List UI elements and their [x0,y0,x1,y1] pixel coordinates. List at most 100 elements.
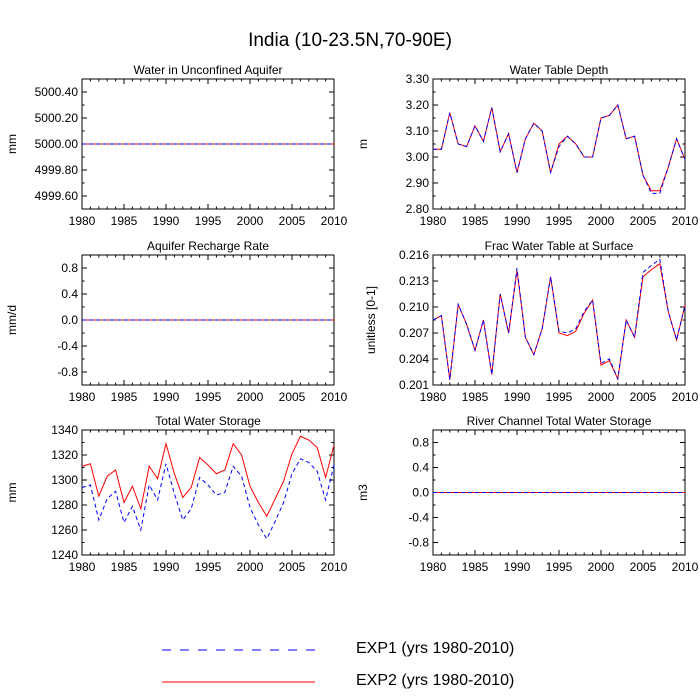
x-tick-label: 1980 [420,560,447,574]
chart-panel-6: River Channel Total Water Storage m3 1980 1… [356,414,699,574]
y-tick-label: 0.0 [412,486,429,500]
y-tick-label: 5000.20 [35,111,79,125]
x-tick-label: 2010 [321,560,348,574]
legend-label-exp2: EXP2 (yrs 1980-2010) [356,672,515,689]
x-tick-label: 2010 [321,390,348,404]
x-tick-label: 1985 [462,214,489,228]
x-tick-label: 1985 [111,390,138,404]
x-tick-label: 1995 [546,390,573,404]
x-tick-label: 2010 [672,560,699,574]
series-line-exp2 [81,435,335,518]
y-tick-label: 3.00 [406,150,430,164]
x-tick-label: 2005 [630,214,657,228]
x-tick-label: 2005 [279,214,306,228]
y-tick-label: 4999.80 [35,163,79,177]
x-tick-label: 2000 [588,214,615,228]
y-tick-label: 1300 [51,473,78,487]
y-tick-label: -0.8 [408,536,429,550]
y-tick-label: 3.30 [406,72,430,86]
y-tick-label: 0.0 [61,313,78,327]
y-tick-label: 4999.60 [35,189,79,203]
y-axis-label: m [356,139,370,149]
x-tick-label: 1985 [111,214,138,228]
x-tick-label: 2000 [237,390,264,404]
x-tick-label: 1995 [546,214,573,228]
y-tick-label: 0.8 [412,436,429,450]
x-tick-label: 1990 [504,560,531,574]
y-tick-label: -0.8 [57,365,78,379]
chart-panel-1: Water in Unconfined Aquifer mm 1980 1985 199… [5,63,348,228]
x-tick-label: 1990 [153,214,180,228]
y-tick-label: 1340 [51,423,78,437]
y-tick-label: 3.10 [406,124,430,138]
x-tick-label: 1980 [420,214,447,228]
page-title: India (10-23.5N,70-90E) [248,30,452,51]
panel-title: Aquifer Recharge Rate [147,239,269,253]
y-tick-label: 1320 [51,448,78,462]
x-tick-label: 1990 [153,390,180,404]
y-axis-label: mm/d [5,305,19,335]
y-tick-label: 3.20 [406,98,430,112]
y-axis-label: mm [5,483,19,503]
panel-title: River Channel Total Water Storage [467,414,652,428]
plot-frame [81,429,335,556]
x-tick-label: 1995 [195,390,222,404]
x-tick-label: 1995 [195,214,222,228]
x-tick-label: 2005 [630,560,657,574]
x-tick-label: 2000 [237,560,264,574]
y-tick-label: 5000.00 [35,137,79,151]
y-tick-label: 0.8 [61,261,78,275]
y-tick-label: 0.210 [399,300,429,314]
series-line-exp2 [432,262,686,381]
legend-label-exp1: EXP1 (yrs 1980-2010) [356,640,515,657]
x-tick-label: 1980 [69,214,96,228]
y-tick-label: 2.80 [406,202,430,216]
chart-panel-5: Total Water Storage mm 1980 1985 1990 1995 200… [5,414,348,574]
y-tick-label: 0.204 [399,352,429,366]
x-tick-label: 2010 [321,214,348,228]
x-tick-label: 1980 [420,390,447,404]
series-line-exp1 [433,103,686,194]
y-tick-label: 1260 [51,523,78,537]
x-tick-label: 2000 [588,560,615,574]
chart-panel-3: Aquifer Recharge Rate mm/d 1980 1985 1990 199… [5,239,348,404]
series-line-exp1 [432,258,686,381]
series-line-exp1 [81,458,335,540]
y-tick-label: 0.4 [61,287,78,301]
panel-title: Total Water Storage [155,414,261,428]
x-tick-label: 1985 [462,390,489,404]
x-tick-label: 2010 [672,390,699,404]
panel-title: Frac Water Table at Surface [485,239,634,253]
x-tick-label: 1995 [195,560,222,574]
x-tick-label: 1990 [504,214,531,228]
x-tick-label: 1980 [69,390,96,404]
x-tick-label: 2005 [279,560,306,574]
x-tick-label: 1995 [546,560,573,574]
x-tick-label: 1980 [69,560,96,574]
y-tick-label: -0.4 [408,511,429,525]
y-tick-label: 0.4 [412,461,429,475]
x-tick-label: 1985 [462,560,489,574]
y-tick-label: 5000.40 [35,85,79,99]
y-axis-label: unitless [0-1] [364,286,378,354]
x-tick-label: 1985 [111,560,138,574]
x-tick-label: 1990 [504,390,531,404]
x-tick-label: 2000 [237,214,264,228]
x-tick-label: 2000 [588,390,615,404]
y-tick-label: 2.90 [406,176,430,190]
x-tick-label: 2005 [630,390,657,404]
y-tick-label: -0.4 [57,339,78,353]
y-tick-label: 0.201 [399,378,429,392]
y-tick-label: 0.207 [399,326,429,340]
chart-panel-2: Water Table Depth m 1980 1985 1990 1995 2000 20… [356,63,699,228]
x-tick-label: 2010 [672,214,699,228]
series-line-exp2 [433,103,686,192]
plot-frame [432,254,686,386]
x-tick-label: 2005 [279,390,306,404]
chart-panel-4: Frac Water Table at Surface unitless [0-1… [364,239,699,404]
y-tick-label: 1280 [51,498,78,512]
panel-title: Water Table Depth [510,63,609,77]
y-tick-label: 1240 [51,548,78,562]
